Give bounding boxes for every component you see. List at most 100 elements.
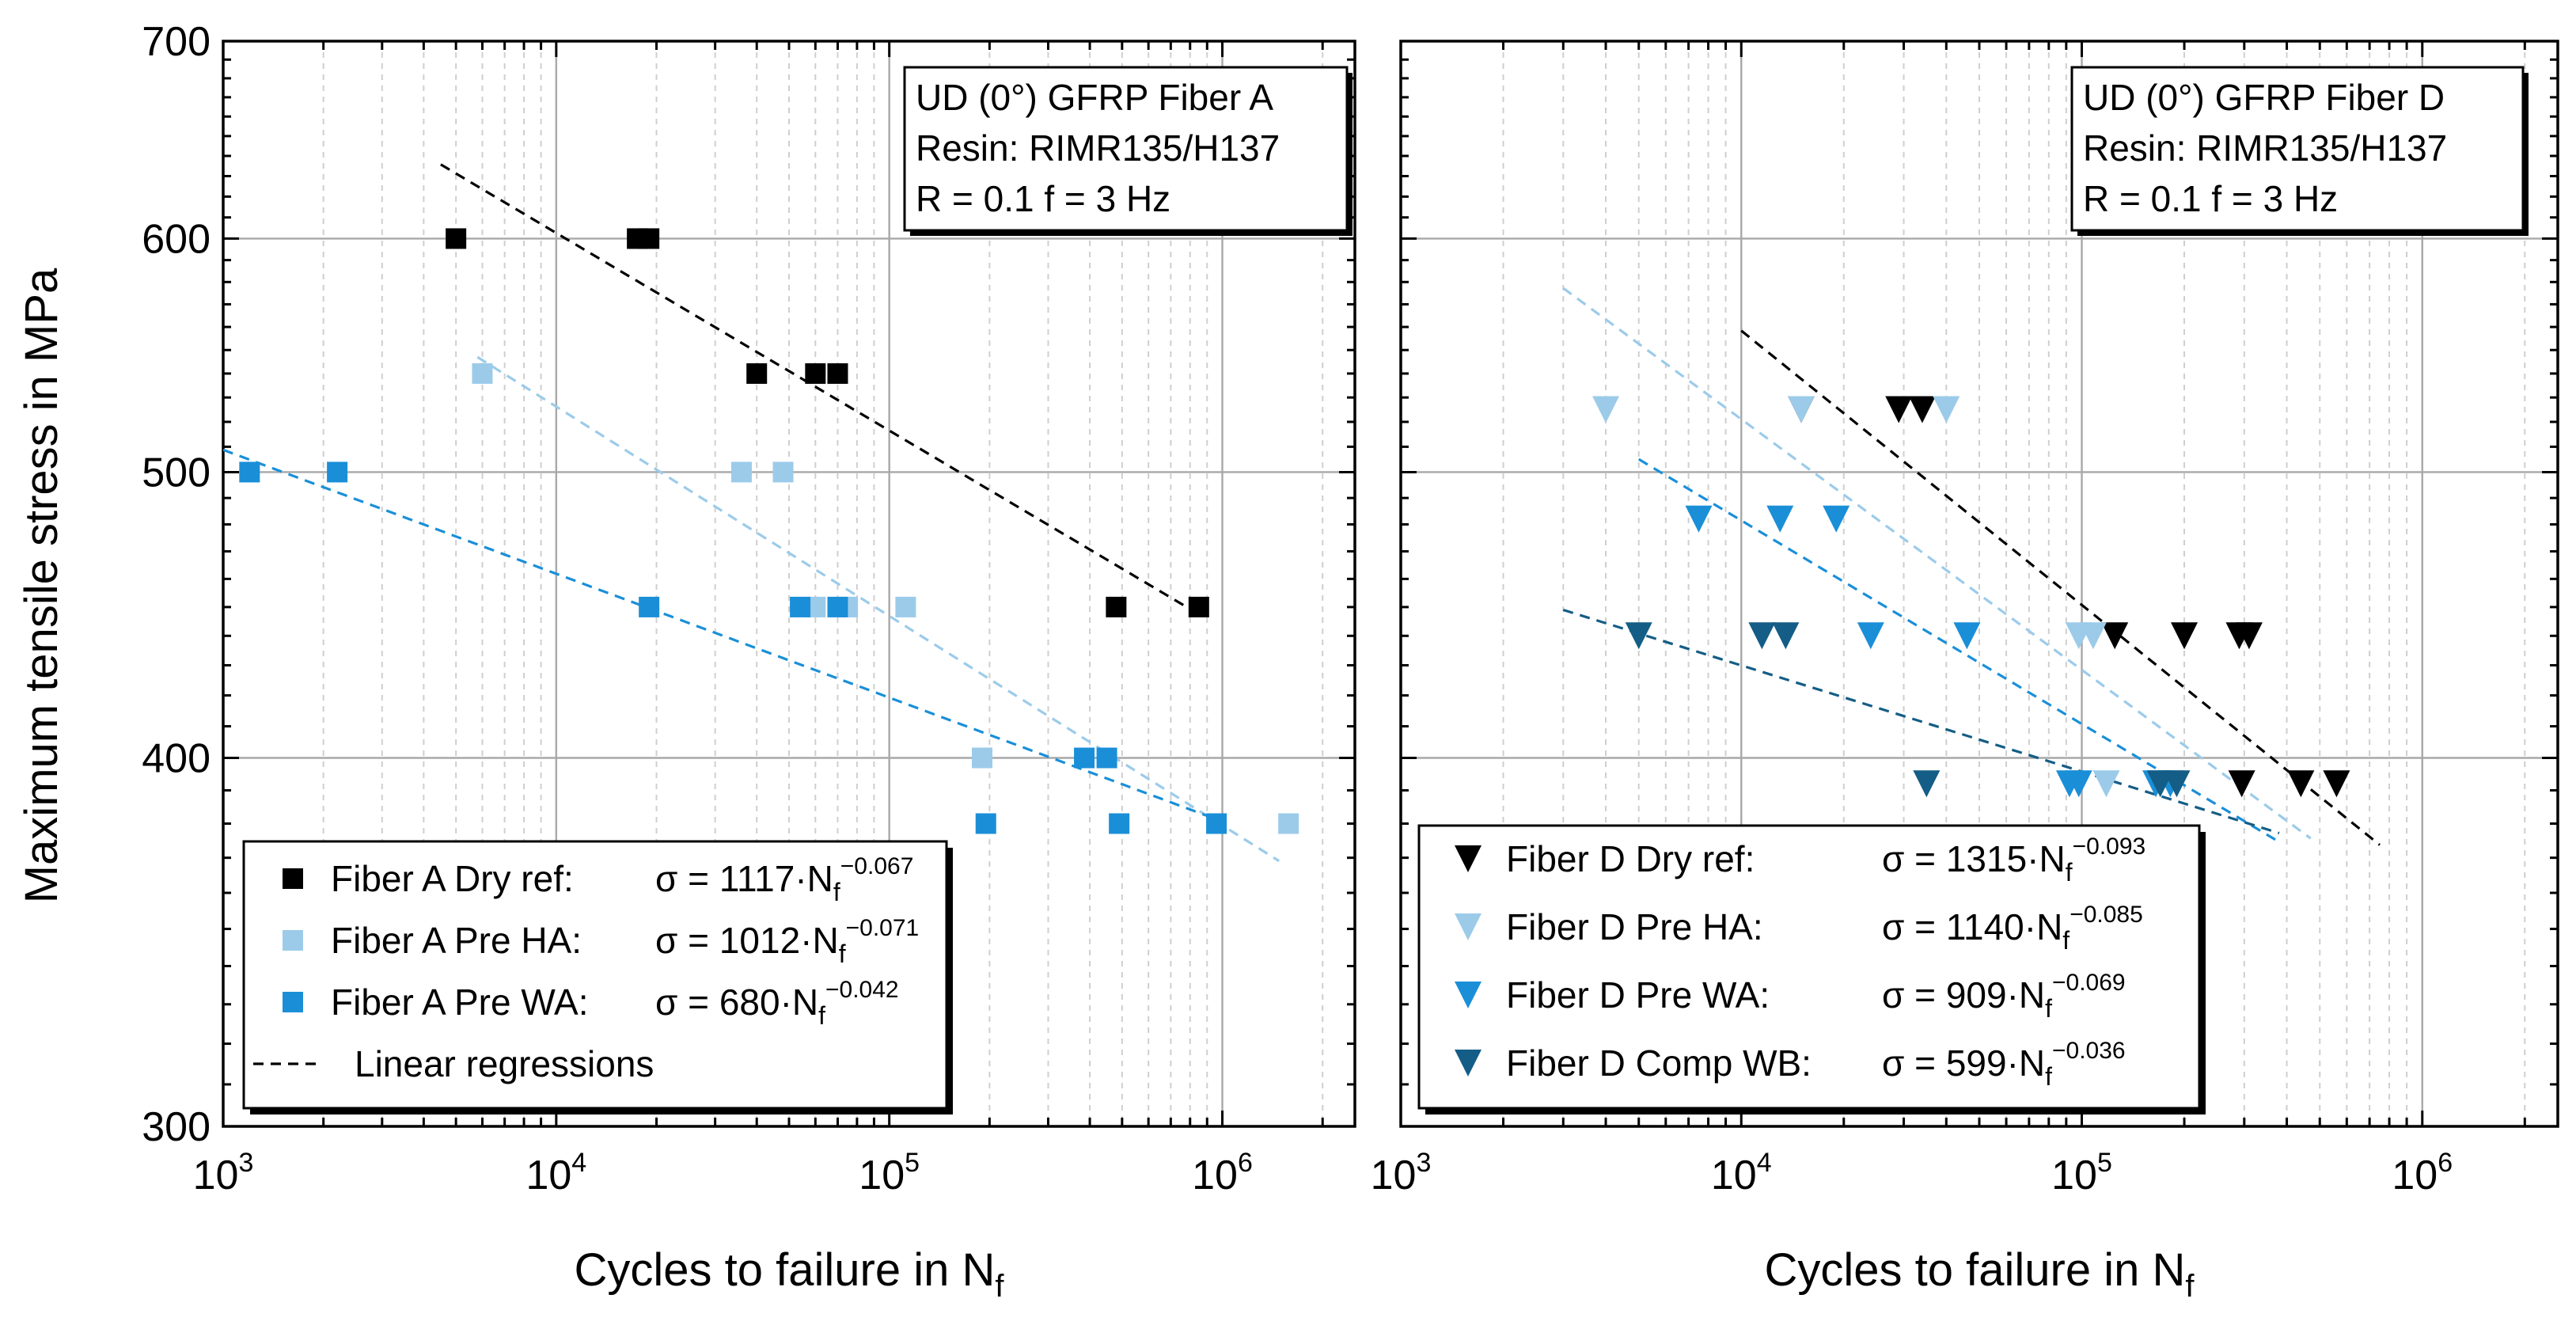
data-point — [1109, 813, 1130, 834]
plot-content — [223, 163, 1299, 863]
data-point — [1823, 505, 1850, 533]
x-tick-base: 10 — [1371, 1152, 1417, 1198]
equation-exponent: −0.093 — [2073, 833, 2146, 860]
legend-label: Fiber A Pre WA: — [331, 982, 589, 1023]
legend-label: Fiber D Pre HA: — [1506, 906, 1763, 947]
x-axis-label-subscript: f — [995, 1269, 1004, 1304]
x-axis-label: Cycles to failure in Nf — [575, 1244, 1005, 1304]
annotation-box: UD (0°) GFRP Fiber A Resin: RIMR135/H137 R… — [903, 66, 1352, 236]
x-tick-exponent: 5 — [905, 1148, 920, 1178]
data-point — [2092, 770, 2120, 798]
x-tick-base: 10 — [1192, 1152, 1238, 1198]
data-point — [1913, 770, 1941, 798]
x-tick-label: 103 — [193, 1148, 254, 1198]
data-point — [2171, 622, 2199, 650]
equation-exponent: −0.042 — [825, 977, 899, 1003]
data-point — [446, 228, 467, 249]
legend-item-linear-regressions: Linear regressions — [253, 1043, 654, 1084]
equation-lhs: σ = — [655, 920, 719, 961]
x-axis-label-subscript: f — [2185, 1269, 2195, 1304]
x-tick-base: 10 — [1711, 1152, 1757, 1198]
data-point — [2065, 770, 2092, 798]
equation-coefficient: 599 — [1946, 1042, 2007, 1084]
regression-line-fiber-a-dry-ref — [440, 163, 1200, 616]
regression-line-fiber-d-pre-wa — [1637, 458, 2280, 844]
data-point — [1106, 596, 1127, 617]
legend-item-fiber-d-pre-ha: Fiber D Pre HA: σ = 1140·Nf−0.085 — [1455, 902, 2143, 955]
x-tick-base: 10 — [2392, 1152, 2438, 1198]
data-point — [1592, 396, 1620, 423]
x-tick-base: 10 — [859, 1152, 905, 1198]
data-point — [2287, 770, 2315, 798]
annotation-line: UD (0°) GFRP Fiber A — [916, 77, 1273, 118]
equation-exponent: −0.036 — [2052, 1038, 2126, 1064]
equation-variable: ·N — [2007, 1042, 2046, 1084]
legend-label: Fiber A Pre HA: — [331, 920, 582, 961]
equation-coefficient: 1140 — [1946, 906, 2024, 947]
y-tick-label: 500 — [142, 450, 211, 496]
annotation-frame — [903, 66, 1349, 232]
legend-frame — [1417, 824, 2201, 1110]
data-point — [2323, 770, 2350, 798]
y-tick-label: 700 — [142, 19, 211, 65]
equation-lhs: σ = — [1882, 906, 1946, 947]
data-point — [1908, 396, 1936, 423]
x-tick-base: 10 — [525, 1152, 571, 1198]
annotation-frame — [2070, 66, 2525, 232]
legend-item-fiber-a-pre-ha: Fiber A Pre HA: σ = 1012·Nf−0.071 — [283, 915, 919, 968]
data-point — [730, 461, 752, 483]
annotation-line: R = 0.1 f = 3 Hz — [2083, 178, 2338, 219]
data-point — [2079, 622, 2107, 650]
data-point — [790, 596, 811, 617]
equation-coefficient: 909 — [1946, 974, 2007, 1016]
equation-subscript: f — [2045, 994, 2052, 1023]
data-point — [1933, 396, 1960, 423]
equation-exponent: −0.071 — [846, 915, 920, 941]
x-axis-label: Cycles to failure in Nf — [1765, 1244, 2195, 1304]
legend-label: Fiber D Pre WA: — [1506, 974, 1770, 1016]
legend-equation: σ = 1012·Nf−0.071 — [655, 915, 919, 968]
x-tick-base: 10 — [2051, 1152, 2097, 1198]
equation-lhs: σ = — [1882, 1042, 1946, 1084]
legend-equation: σ = 1315·Nf−0.093 — [1882, 833, 2145, 887]
legend-marker — [283, 992, 303, 1012]
regression-line-fiber-a-pre-ha — [476, 355, 1280, 863]
equation-exponent: −0.067 — [840, 853, 914, 879]
regression-line-fiber-a-pre-wa — [223, 448, 1222, 822]
data-point — [2228, 770, 2255, 798]
regression-line-fiber-d-pre-ha — [1562, 287, 2312, 840]
legend-item-fiber-d-comp-wb: Fiber D Comp WB: σ = 599·Nf−0.036 — [1455, 1038, 2126, 1091]
x-tick-exponent: 3 — [1416, 1148, 1431, 1178]
data-point — [1074, 747, 1095, 769]
legend-item-fiber-d-dry-ref: Fiber D Dry ref: σ = 1315·Nf−0.093 — [1455, 833, 2145, 887]
legend-equation: σ = 909·Nf−0.069 — [1882, 970, 2126, 1023]
legend-marker — [283, 930, 303, 951]
legend-item-fiber-d-pre-wa: Fiber D Pre WA: σ = 909·Nf−0.069 — [1455, 970, 2126, 1023]
x-tick-label: 106 — [2392, 1148, 2453, 1198]
data-point — [1188, 596, 1209, 617]
y-axis-label: Maximum tensile stress in MPa — [16, 268, 67, 903]
legend-marker — [1455, 1050, 1481, 1076]
equation-exponent: −0.085 — [2070, 902, 2143, 928]
data-point — [1788, 396, 1815, 423]
equation-subscript: f — [2062, 926, 2070, 955]
equation-subscript: f — [2066, 858, 2073, 887]
equation-subscript: f — [2045, 1062, 2052, 1091]
equation-variable: ·N — [780, 982, 819, 1023]
series-fiber-d-pre-ha — [1592, 396, 2120, 798]
data-point — [1772, 622, 1800, 650]
data-point — [827, 596, 848, 617]
data-point — [746, 363, 768, 384]
annotation-line: Resin: RIMR135/H137 — [2083, 127, 2447, 169]
legend-marker — [1455, 982, 1481, 1008]
x-tick-label: 103 — [1371, 1148, 1432, 1198]
x-tick-label: 105 — [859, 1148, 920, 1198]
legend-item-fiber-a-dry-ref: Fiber A Dry ref: σ = 1117·Nf−0.067 — [283, 853, 913, 906]
x-tick-exponent: 6 — [1238, 1148, 1253, 1178]
series-fiber-d-dry-ref — [1788, 396, 2350, 798]
legend-marker — [1455, 913, 1481, 940]
data-point — [1206, 813, 1227, 834]
x-axis-label-text: Cycles to failure in N — [575, 1244, 996, 1296]
plot-content — [1562, 287, 2381, 846]
